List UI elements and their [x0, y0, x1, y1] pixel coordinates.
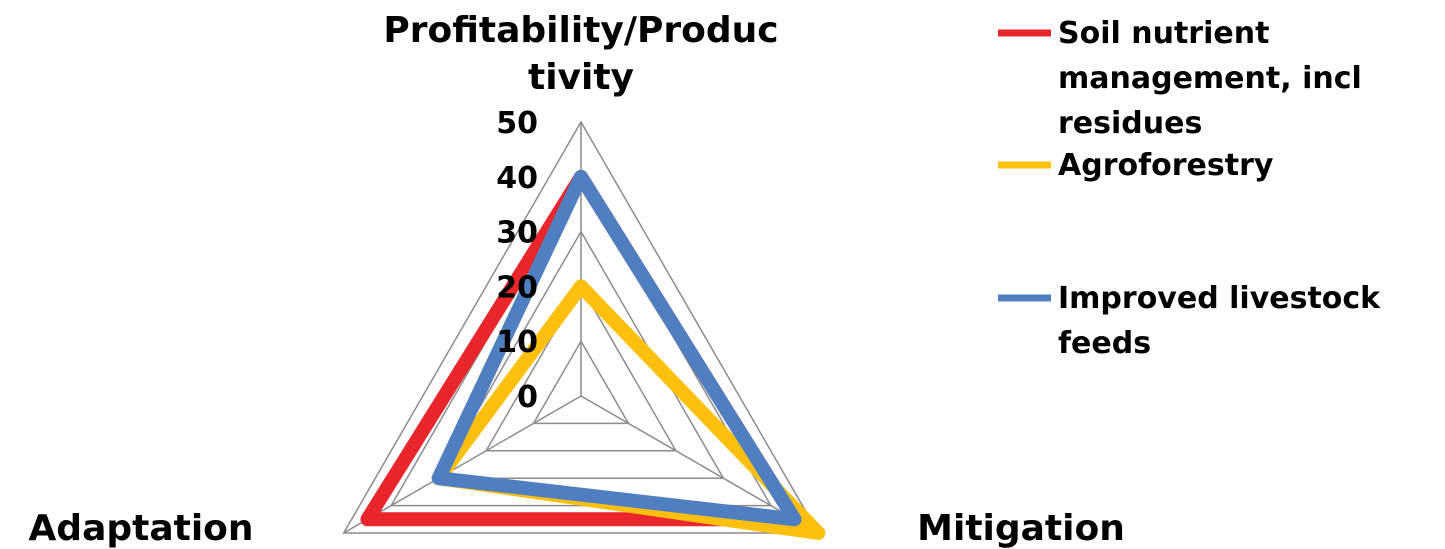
- legend-label-line: feeds: [1058, 326, 1151, 361]
- grid-ring-50: [342, 120, 820, 534]
- grid-ring-20: [484, 284, 678, 452]
- axis-label-1: Mitigation: [917, 508, 1125, 549]
- axis-label-line: Mitigation: [917, 508, 1125, 549]
- legend-label-2: Improved livestock feeds: [1058, 281, 1381, 361]
- tick-label-0: 0: [517, 380, 538, 415]
- tick-labels: 0 10 20 30 40 50: [496, 106, 538, 415]
- grid-spoke-2: [343, 395, 582, 534]
- radar-series: [360, 169, 826, 540]
- axis-label-line: Profitability/Produc: [383, 10, 778, 51]
- legend-label-line: Soil nutrient: [1058, 16, 1269, 51]
- axis-label-line: Adaptation: [28, 508, 253, 549]
- series-line-2: [431, 169, 802, 527]
- legend-label-0: Soil nutrient management, incl residues: [1058, 16, 1362, 141]
- legend: Soil nutrient management, incl residues Agr…: [998, 16, 1381, 361]
- grid-spoke-1: [580, 395, 819, 534]
- legend-label-1: Agroforestry: [1058, 148, 1274, 183]
- legend-label-line: management, incl: [1058, 61, 1362, 96]
- legend-label-line: Improved livestock: [1058, 281, 1381, 316]
- legend-label-line: Agroforestry: [1058, 148, 1274, 183]
- axis-labels: Profitability/Produc tivity Mitigation Adap…: [28, 10, 1124, 549]
- tick-label-50: 50: [496, 106, 538, 141]
- legend-label-line: residues: [1058, 106, 1202, 141]
- tick-label-20: 20: [496, 270, 538, 305]
- axis-label-2: Adaptation: [28, 508, 253, 549]
- axis-label-line: tivity: [528, 57, 634, 98]
- tick-label-30: 30: [496, 216, 538, 251]
- tick-label-10: 10: [496, 325, 538, 360]
- tick-label-40: 40: [496, 161, 538, 196]
- axis-label-0: Profitability/Produc tivity: [383, 10, 778, 98]
- grid-ring-10: [532, 339, 630, 425]
